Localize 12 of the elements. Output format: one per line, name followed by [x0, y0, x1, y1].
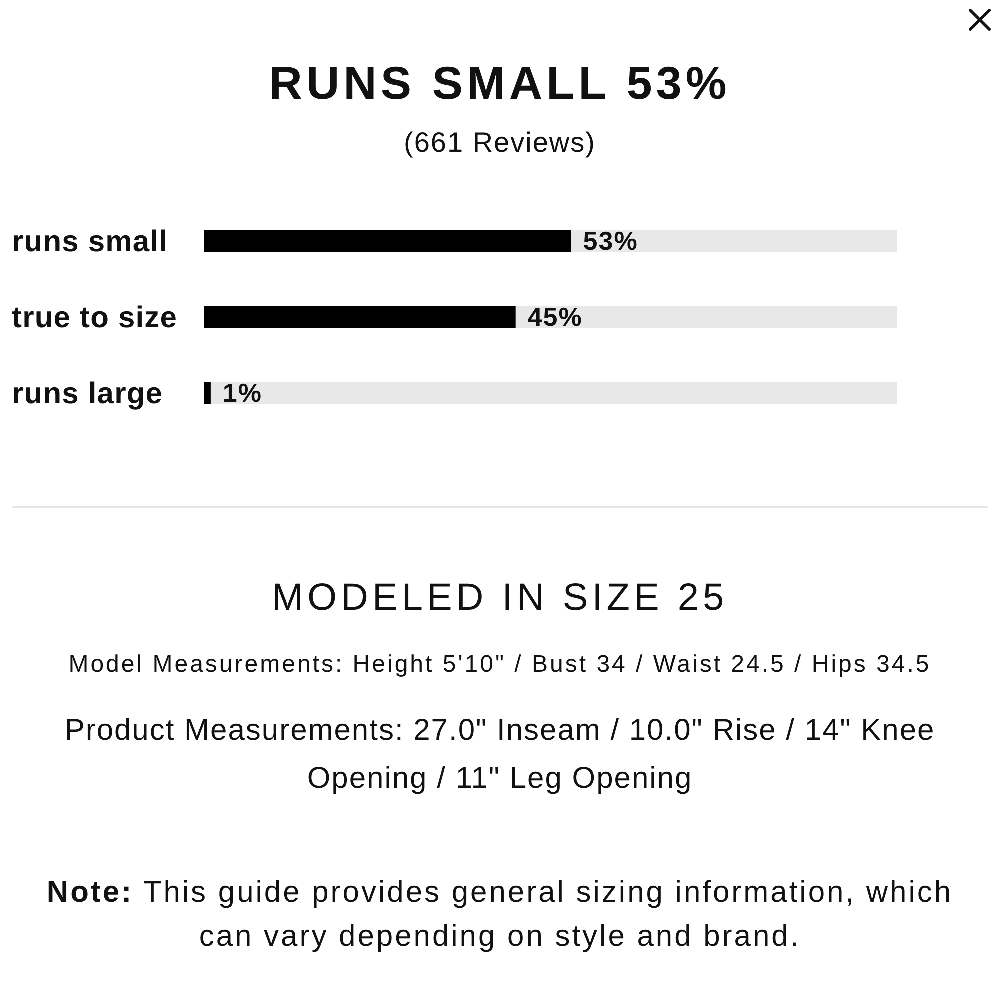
data-label: 45% — [528, 302, 583, 332]
data-label: 53% — [583, 226, 638, 256]
y-tick-label: runs large — [12, 378, 164, 410]
text: Product Measurements: 27.0" Inseam / 10.0" Rise / 14" Knee Opening / 11" Leg Opening — [64, 713, 936, 797]
data-label: 1% — [222, 378, 263, 408]
text: MODELED IN SIZE 25 — [270, 576, 730, 621]
y-tick-label: runs small — [12, 226, 168, 258]
chart-subtitle: (661 Reviews) — [403, 126, 597, 160]
text: Model Measurements: Height 5'10" / Bust 34 / Waist 24.5 / Hips 34.5 — [68, 650, 932, 680]
chart-title: RUNS SMALL 53% — [268, 56, 732, 111]
text: Note: This guide provides general sizing information, which can vary depending on style and brand. — [46, 875, 954, 955]
y-tick-label: true to size — [12, 302, 178, 334]
